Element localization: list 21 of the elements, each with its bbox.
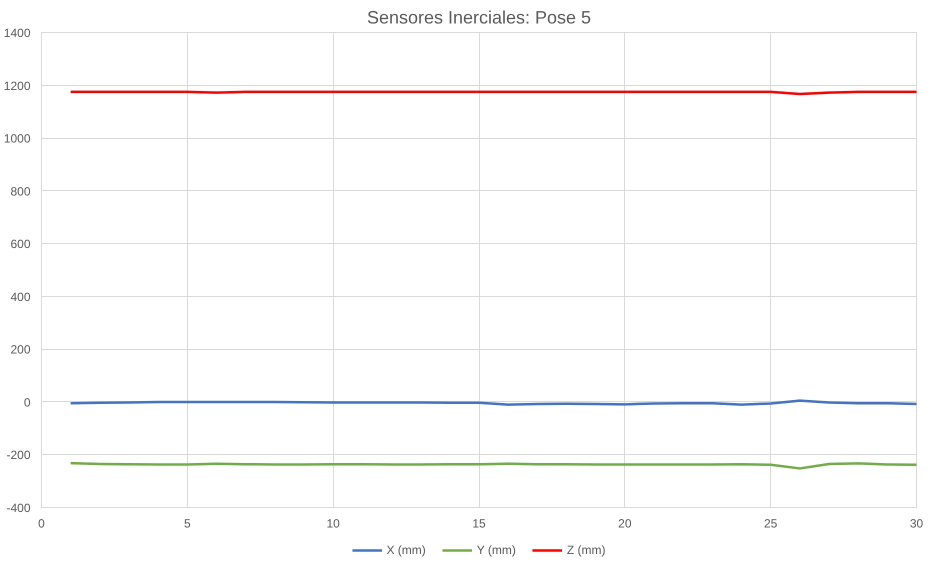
y-tick-label: -200 <box>6 448 31 462</box>
x-tick-label: 0 <box>38 516 46 530</box>
x-tick-label: 15 <box>472 516 486 530</box>
x-tick-label: 30 <box>910 516 924 530</box>
chart-title: Sensores Inerciales: Pose 5 <box>366 8 592 28</box>
x-tick-label: 10 <box>326 516 340 530</box>
x-tick-label: 5 <box>184 516 191 530</box>
legend-label: Z (mm) <box>566 543 606 557</box>
x-tick-label: 20 <box>618 516 632 530</box>
y-tick-label: 400 <box>10 290 31 304</box>
y-tick-label: 200 <box>10 342 31 357</box>
y-tick-label: 600 <box>10 237 31 252</box>
y-tick-label: -400 <box>6 501 31 515</box>
y-tick-label: 1200 <box>4 78 31 93</box>
legend-label: Y (mm) <box>476 543 516 557</box>
y-tick-label: 1400 <box>4 26 31 40</box>
y-tick-label: 1000 <box>4 132 31 146</box>
legend-label: X (mm) <box>386 543 426 557</box>
x-tick-label: 25 <box>764 516 778 530</box>
y-tick-label: 800 <box>10 184 31 198</box>
y-tick-label: 0 <box>24 395 31 410</box>
